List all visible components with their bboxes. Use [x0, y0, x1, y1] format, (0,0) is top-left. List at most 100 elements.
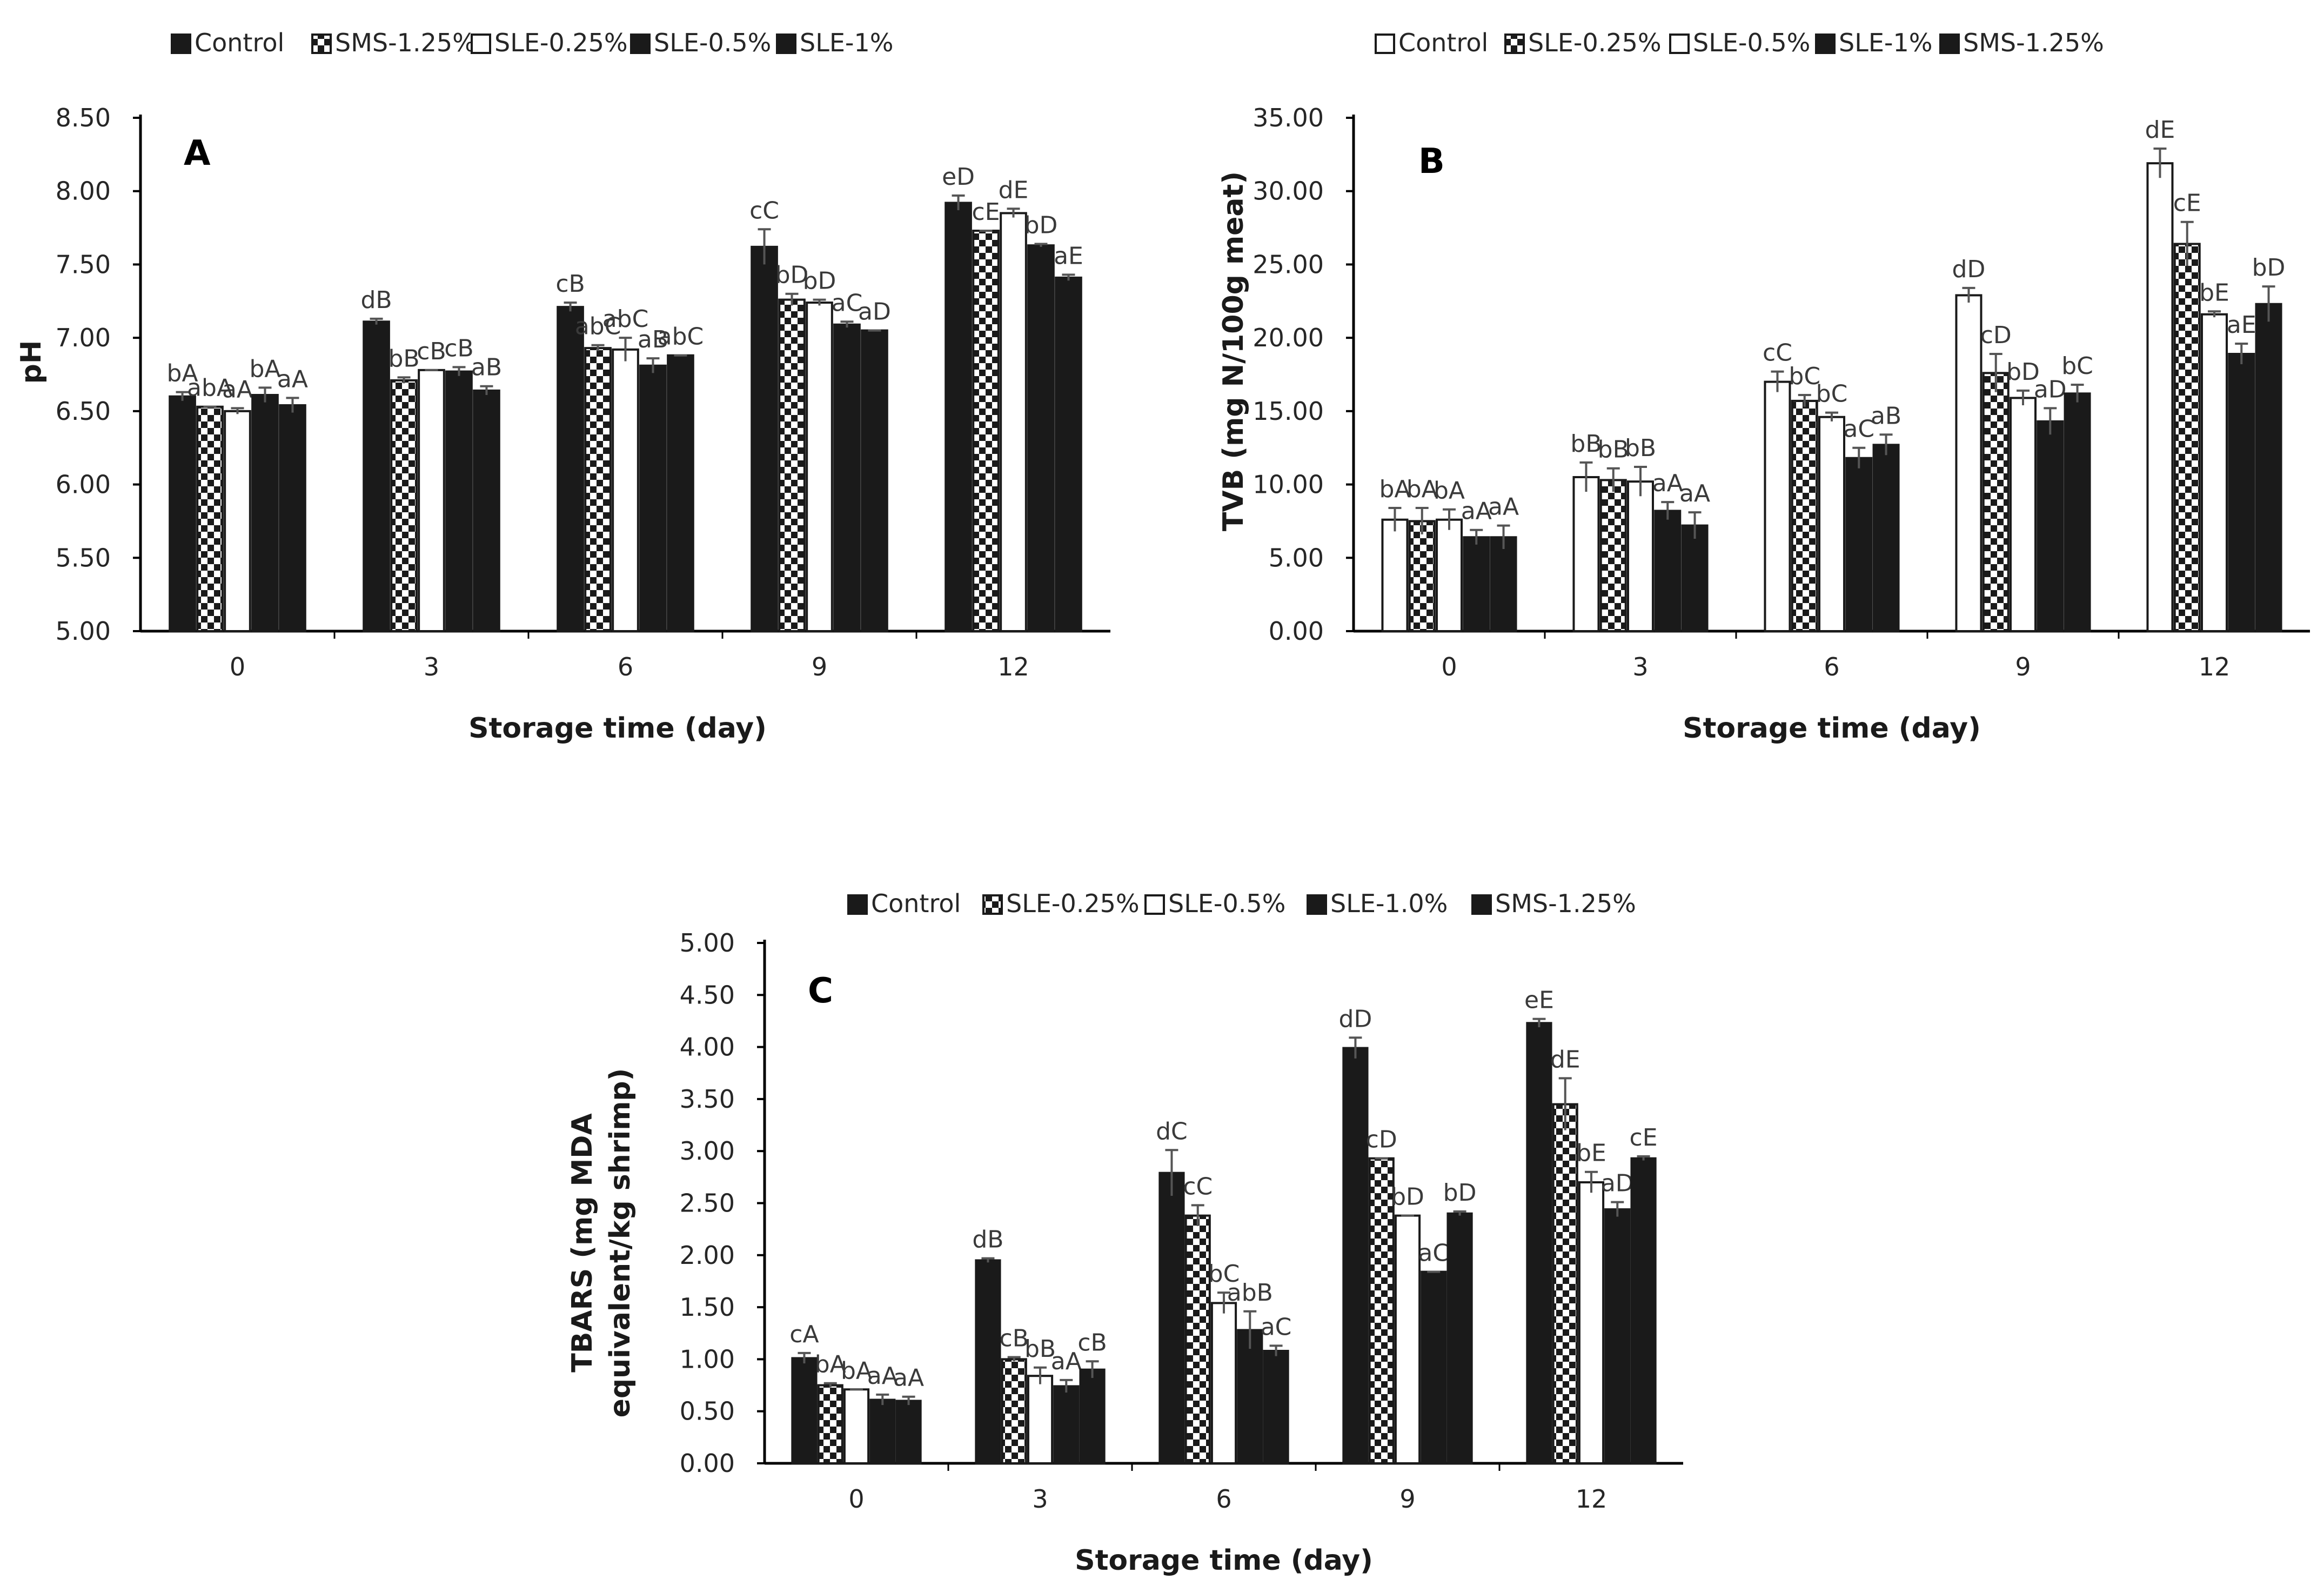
data-label-b: aC — [1843, 416, 1874, 443]
bar-b-sle-0-25--day-0 — [1408, 520, 1436, 633]
bar-a-sle-0-5--day-6 — [639, 364, 667, 632]
data-label-a: bD — [1024, 211, 1058, 239]
data-label-a: aB — [638, 326, 668, 353]
legend-label-b: Control — [1398, 28, 1488, 57]
data-label-a: cB — [417, 338, 446, 365]
bar-a-sms-1-25--day-0 — [196, 405, 224, 632]
bar-a-sms-1-25--day-6 — [584, 347, 612, 632]
data-label-a: aA — [277, 365, 308, 393]
bar-b-sle-1--day-9 — [2037, 420, 2064, 632]
y-tick-label-b: 15.00 — [1253, 397, 1324, 426]
bar-c-control-day-9 — [1342, 1047, 1369, 1464]
y-tick-label-b: 5.00 — [1269, 543, 1324, 572]
bar-c-control-day-6 — [1158, 1172, 1185, 1464]
legend-label-c: SLE-0.25% — [1006, 889, 1140, 918]
data-label-a: abA — [187, 374, 233, 402]
legend-label-c: Control — [871, 889, 961, 918]
legend-swatch-a — [311, 34, 332, 54]
data-label-c: aC — [1418, 1240, 1449, 1267]
legend-label-c: SLE-0.5% — [1168, 889, 1285, 918]
legend-swatch-b — [1669, 34, 1690, 54]
y-tick-label-a: 8.00 — [56, 177, 111, 206]
data-label-c: dD — [1339, 1005, 1372, 1033]
y-tick-label-a: 8.50 — [56, 103, 111, 132]
bar-a-sms-1-25--day-9 — [778, 298, 806, 632]
data-label-b: aE — [2227, 311, 2256, 339]
legend-label-c: SMS-1.25% — [1495, 889, 1636, 918]
legend-swatch-c — [1471, 894, 1492, 915]
data-label-a: bA — [167, 360, 198, 387]
bar-c-sle-0-25--day-6 — [1184, 1214, 1211, 1465]
data-label-b: bC — [1816, 380, 1848, 408]
y-tick-label-b: 30.00 — [1253, 177, 1324, 206]
y-tick-label-a: 6.50 — [56, 397, 111, 426]
data-label-b: cE — [2173, 190, 2201, 217]
data-label-b: cC — [1763, 339, 1792, 367]
bar-b-control-day-3 — [1572, 476, 1600, 632]
bar-a-control-day-0 — [169, 395, 196, 632]
bar-b-sle-0-25--day-3 — [1599, 479, 1627, 633]
y-tick-label-c: 2.50 — [680, 1189, 735, 1218]
bar-a-sle-0-5--day-12 — [1027, 244, 1055, 632]
bar-c-sle-1-0--day-0 — [869, 1398, 896, 1464]
bar-a-sle-1--day-0 — [279, 404, 306, 632]
data-label-c: bD — [1391, 1183, 1424, 1211]
x-tick-label-b: 12 — [2199, 652, 2231, 681]
bar-c-sle-0-25--day-0 — [817, 1384, 843, 1465]
y-tick-label-c: 4.00 — [680, 1033, 735, 1062]
bar-a-sle-0-5--day-0 — [251, 394, 279, 632]
bar-b-sms-1-25--day-9 — [2064, 392, 2091, 632]
bar-c-sle-1-0--day-9 — [1421, 1270, 1447, 1464]
bar-a-sle-0-25--day-12 — [1000, 212, 1027, 632]
y-tick-label-c: 3.50 — [680, 1085, 735, 1114]
x-tick-label-c: 12 — [1576, 1484, 1608, 1514]
data-label-a: aE — [1054, 242, 1083, 270]
bar-a-sle-1--day-9 — [861, 329, 888, 632]
bar-a-sms-1-25--day-12 — [972, 230, 1000, 632]
bar-a-sle-0-25--day-6 — [612, 348, 639, 632]
bar-b-control-day-12 — [2146, 162, 2174, 632]
data-label-a: abC — [658, 323, 704, 351]
x-tick-label-a: 6 — [618, 652, 633, 681]
data-label-a: cE — [972, 198, 1000, 226]
legend-label-b: SLE-0.25% — [1528, 28, 1662, 57]
y-tick-label-c: 1.00 — [680, 1344, 735, 1374]
legend-label-b: SLE-0.5% — [1693, 28, 1810, 57]
y-tick-label-c: 2.00 — [680, 1241, 735, 1270]
data-label-b: bB — [1625, 434, 1656, 462]
data-label-b: bD — [2006, 358, 2040, 386]
bar-c-sle-1-0--day-6 — [1237, 1329, 1263, 1464]
data-label-c: bB — [1024, 1335, 1056, 1363]
bar-c-sms-1-25--day-9 — [1446, 1212, 1473, 1464]
y-tick-label-c: 0.50 — [680, 1397, 735, 1426]
legend-swatch-a — [171, 34, 191, 54]
bar-a-control-day-3 — [363, 320, 390, 632]
bar-c-sms-1-25--day-12 — [1630, 1157, 1657, 1464]
bar-b-sle-1--day-6 — [1845, 457, 1873, 632]
bar-b-sle-0-5--day-0 — [1435, 518, 1463, 633]
data-label-b: bC — [1789, 363, 1820, 390]
data-label-c: cC — [1183, 1173, 1213, 1200]
legend-swatch-c — [847, 894, 868, 915]
x-tick-label-b: 9 — [2015, 652, 2031, 681]
bar-b-control-day-6 — [1764, 380, 1791, 632]
legend-swatch-c — [1307, 894, 1327, 915]
data-label-b: dE — [2145, 116, 2175, 144]
y-tick-label-c: 5.00 — [680, 928, 735, 958]
legend-swatch-c — [1144, 894, 1165, 915]
bar-c-sle-0-5--day-3 — [1027, 1375, 1054, 1465]
legend-swatch-b — [1939, 34, 1960, 54]
x-tick-label-a: 12 — [997, 652, 1029, 681]
bar-b-control-day-9 — [1955, 294, 1983, 632]
data-label-c: bA — [841, 1357, 872, 1384]
bar-c-control-day-0 — [791, 1357, 818, 1465]
y-tick-label-c: 3.00 — [680, 1136, 735, 1166]
bar-c-sms-1-25--day-6 — [1263, 1349, 1289, 1464]
bar-b-sms-1-25--day-6 — [1872, 444, 1900, 632]
panel-label-b: B — [1418, 142, 1445, 182]
bar-b-sms-1-25--day-12 — [2255, 303, 2282, 632]
data-label-b: bB — [1570, 430, 1602, 458]
data-label-b: bE — [2199, 279, 2229, 306]
bar-b-sms-1-25--day-3 — [1681, 524, 1709, 632]
